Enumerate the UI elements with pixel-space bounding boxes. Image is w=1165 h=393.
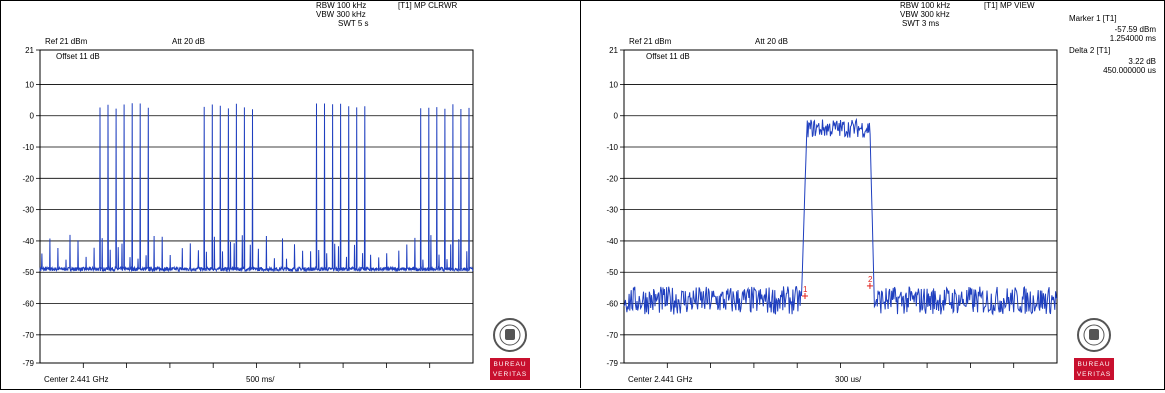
y-tick-label: 10 [609,80,618,89]
marker1-glyph-label: 1 [803,285,808,294]
y-tick-label: 21 [25,46,34,55]
attenuation-label: Att 20 dB [755,37,788,46]
trace-mode-label: [T1] MP CLRWR [398,1,457,10]
y-tick-labels: 21 10 0 -10 -20 -30 -40 -50 -60 -70 -79 [22,46,40,368]
delta2-glyph-label: 2 [868,275,873,284]
y-tick-label: -30 [606,206,618,215]
logo-banner [1074,358,1114,380]
y-tick-label: 0 [30,112,35,121]
rbw-label: RBW 100 kHz [900,1,950,10]
x-scale-label: 300 us/ [835,375,862,384]
marker1-level: -57.59 dBm [1115,25,1157,34]
logo-line1: BUREAU [493,361,526,368]
y-tick-label: -70 [22,331,34,340]
spectrum-plot-right: RBW 100 kHz VBW 300 kHz SWT 3 ms [T1] MP… [606,1,1157,384]
y-tick-label: -20 [606,174,618,183]
spectrum-panel-left: RBW 100 kHz VBW 300 kHz SWT 5 s [T1] MP … [0,0,581,388]
center-frequency-label: Center 2.441 GHz [628,375,692,384]
y-tick-label: -20 [22,174,34,183]
y-tick-label: -40 [606,237,618,246]
attenuation-label: Att 20 dB [172,37,205,46]
y-tick-label: 0 [614,112,619,121]
y-tick-label: -50 [22,268,34,277]
y-tick-label: -60 [22,300,34,309]
y-tick-label: -79 [606,359,618,368]
logo-banner [490,358,530,380]
x-ticks [82,363,431,368]
seal-shield-icon [505,329,515,340]
x-ticks [666,363,1015,368]
y-tick-label: -10 [606,143,618,152]
y-tick-label: -30 [22,206,34,215]
spectrum-panel-right: RBW 100 kHz VBW 300 kHz SWT 3 ms [T1] MP… [582,0,1163,388]
y-tick-label: -10 [22,143,34,152]
swt-label: SWT 3 ms [902,19,939,28]
logo-line1: BUREAU [1077,361,1110,368]
gridlines [624,84,1057,336]
plot-border [39,49,474,364]
marker-glyphs: 12 [801,275,873,299]
logo-line2: VERITAS [1077,371,1111,378]
vbw-label: VBW 300 kHz [316,10,366,19]
y-tick-label: -79 [22,359,34,368]
swt-label: SWT 5 s [338,19,369,28]
offset-label: Offset 11 dB [646,52,690,61]
gridlines [40,84,473,336]
ref-level-label: Ref 21 dBm [629,37,672,46]
marker1-time: 1.254000 ms [1110,34,1156,43]
x-scale-label: 500 ms/ [246,375,275,384]
delta2-title: Delta 2 [T1] [1069,46,1110,55]
y-tick-label: 21 [609,46,618,55]
trace-mode-label: [T1] MP VIEW [984,1,1035,10]
trace-line [623,117,1058,316]
bureau-veritas-logo: BUREAU VERITAS [490,318,530,380]
seal-shield-icon [1089,329,1099,340]
offset-label: Offset 11 dB [56,52,100,61]
ref-level-label: Ref 21 dBm [45,37,88,46]
plot-border [623,49,1058,364]
spectrum-plot-left: RBW 100 kHz VBW 300 kHz SWT 5 s [T1] MP … [22,1,530,384]
y-tick-label: -50 [606,268,618,277]
vbw-label: VBW 300 kHz [900,10,950,19]
y-tick-label: -70 [606,331,618,340]
rbw-label: RBW 100 kHz [316,1,366,10]
y-tick-labels: 21 10 0 -10 -20 -30 -40 -50 -60 -70 -79 [606,46,624,368]
delta2-level: 3.22 dB [1128,57,1156,66]
center-frequency-label: Center 2.441 GHz [44,375,108,384]
y-tick-label: 10 [25,80,34,89]
marker1-title: Marker 1 [T1] [1069,14,1117,23]
y-tick-label: -60 [606,300,618,309]
delta2-time: 450.000000 us [1103,66,1156,75]
bureau-veritas-logo: BUREAU VERITAS [1074,318,1114,380]
logo-line2: VERITAS [493,371,527,378]
trace-line [39,103,474,273]
y-tick-label: -40 [22,237,34,246]
